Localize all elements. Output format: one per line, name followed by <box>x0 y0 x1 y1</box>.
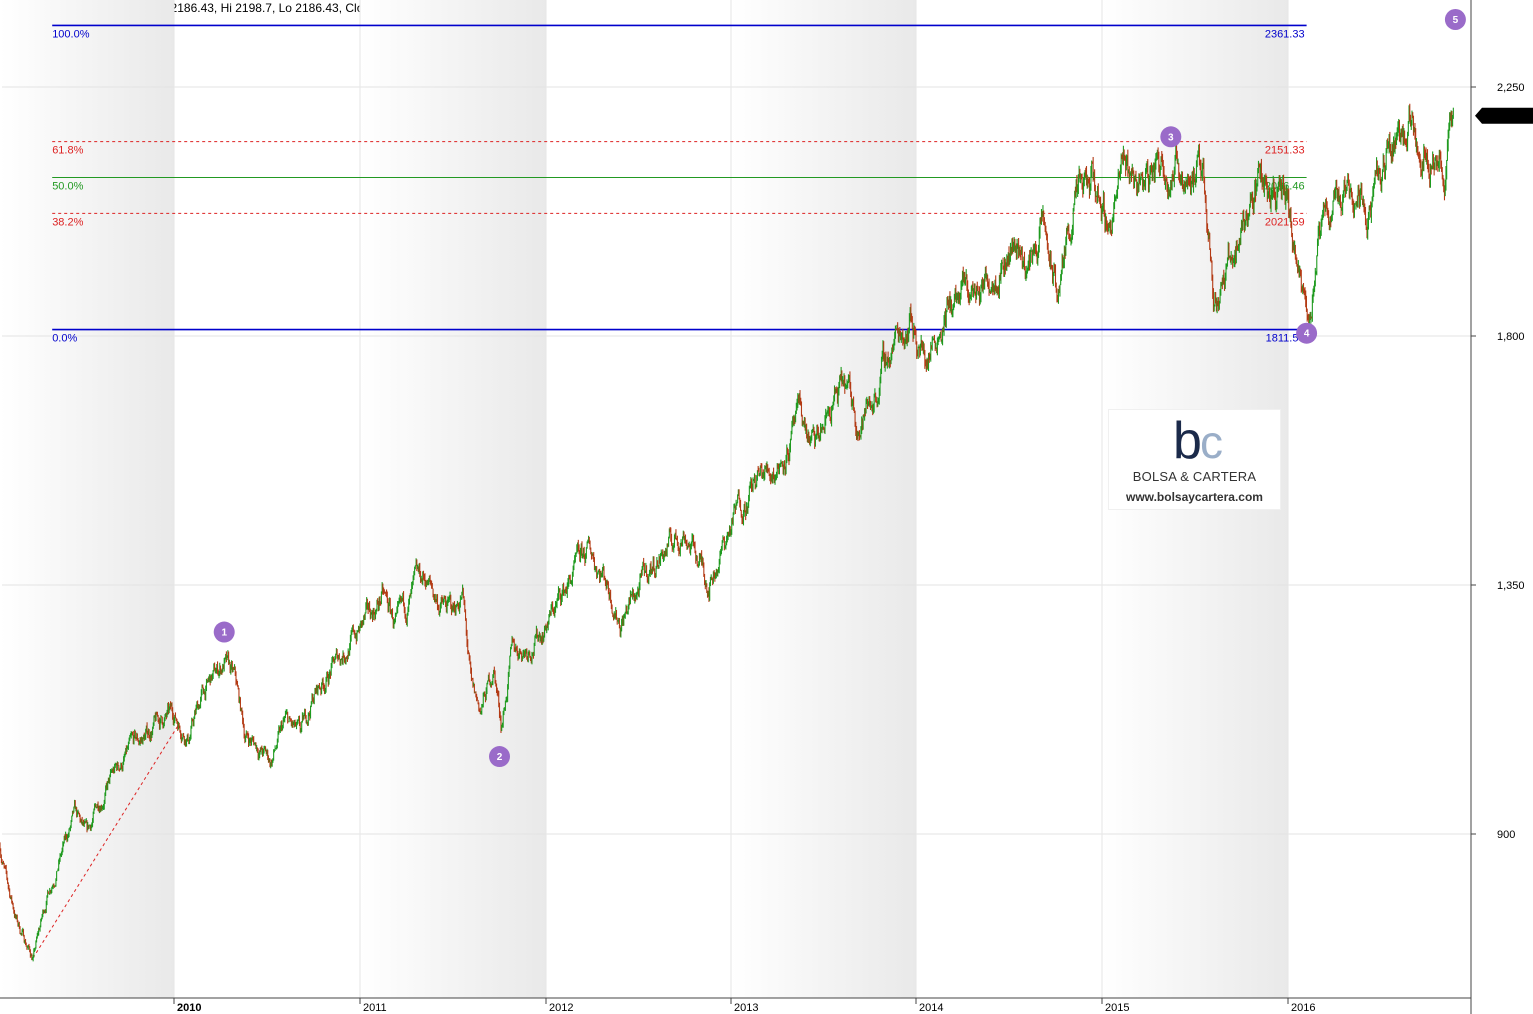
fib-value-label: 1811.58 <box>1266 333 1305 345</box>
x-tick-label: 2010 <box>177 1002 201 1014</box>
fib-value-label: 2151.33 <box>1265 145 1305 157</box>
wave-marker-circle <box>1296 322 1318 344</box>
x-tick-label: 2011 <box>363 1002 387 1014</box>
wave-marker-circle <box>1444 8 1466 30</box>
fib-value-label: 2021.59 <box>1265 216 1305 228</box>
fib-level-label: 100.0% <box>52 28 90 40</box>
x-tick-label: 2015 <box>1105 1002 1129 1014</box>
logo-mark-c: c <box>1200 416 1223 464</box>
y-tick-label: 1,800 <box>1497 331 1525 343</box>
y-tick-label: 1,350 <box>1497 580 1525 592</box>
year-band <box>731 0 916 998</box>
x-tick-label: 2013 <box>734 1002 758 1014</box>
wave-marker-label: 2 <box>497 752 503 763</box>
x-tick-label: 2014 <box>919 1002 943 1014</box>
logo-mark: b c <box>1173 412 1223 464</box>
x-tick-label: 2012 <box>549 1002 573 1014</box>
gridlines <box>2 0 1471 998</box>
fib-level-label: 61.8% <box>52 145 83 157</box>
year-band <box>360 0 546 998</box>
wave-marker-circle <box>213 621 235 643</box>
y-tick-label: 900 <box>1497 829 1515 841</box>
wave-marker-label: 4 <box>1304 329 1310 340</box>
price-bars <box>0 103 1454 962</box>
x-tick-label: 2016 <box>1291 1002 1315 1014</box>
wave-marker-circle <box>1160 126 1182 148</box>
last-price-label: 2,198.18 <box>1484 111 1527 123</box>
logo-mark-b: b <box>1173 412 1202 464</box>
fib-level-label: 0.0% <box>52 333 77 345</box>
logo-brand-text: BOLSA & CARTERA <box>1132 469 1257 484</box>
year-shading-bands <box>0 0 1288 998</box>
fib-level-label: 38.2% <box>52 216 83 228</box>
last-price-tag <box>1475 107 1533 124</box>
watermark-logo: b c BOLSA & CARTERA www.bolsaycartera.co… <box>1108 409 1281 510</box>
fibonacci-retracement: 100.0%2361.3361.8%2151.3350.0%2086.4638.… <box>52 24 1307 345</box>
wave-marker-circle <box>489 746 510 768</box>
fib-level-label: 50.0% <box>52 180 83 192</box>
wave-marker-label: 3 <box>1168 132 1174 143</box>
logo-site-url: www.bolsaycartera.com <box>1126 490 1263 504</box>
wave-marker-label: 5 <box>1453 15 1459 26</box>
wave-marker-label: 1 <box>221 628 227 639</box>
y-tick-label: 2,250 <box>1497 82 1525 94</box>
wave-markers: 1 2 3 4 5 <box>213 8 1466 768</box>
year-band <box>0 0 174 998</box>
fib-value-label: 2361.33 <box>1265 28 1305 40</box>
